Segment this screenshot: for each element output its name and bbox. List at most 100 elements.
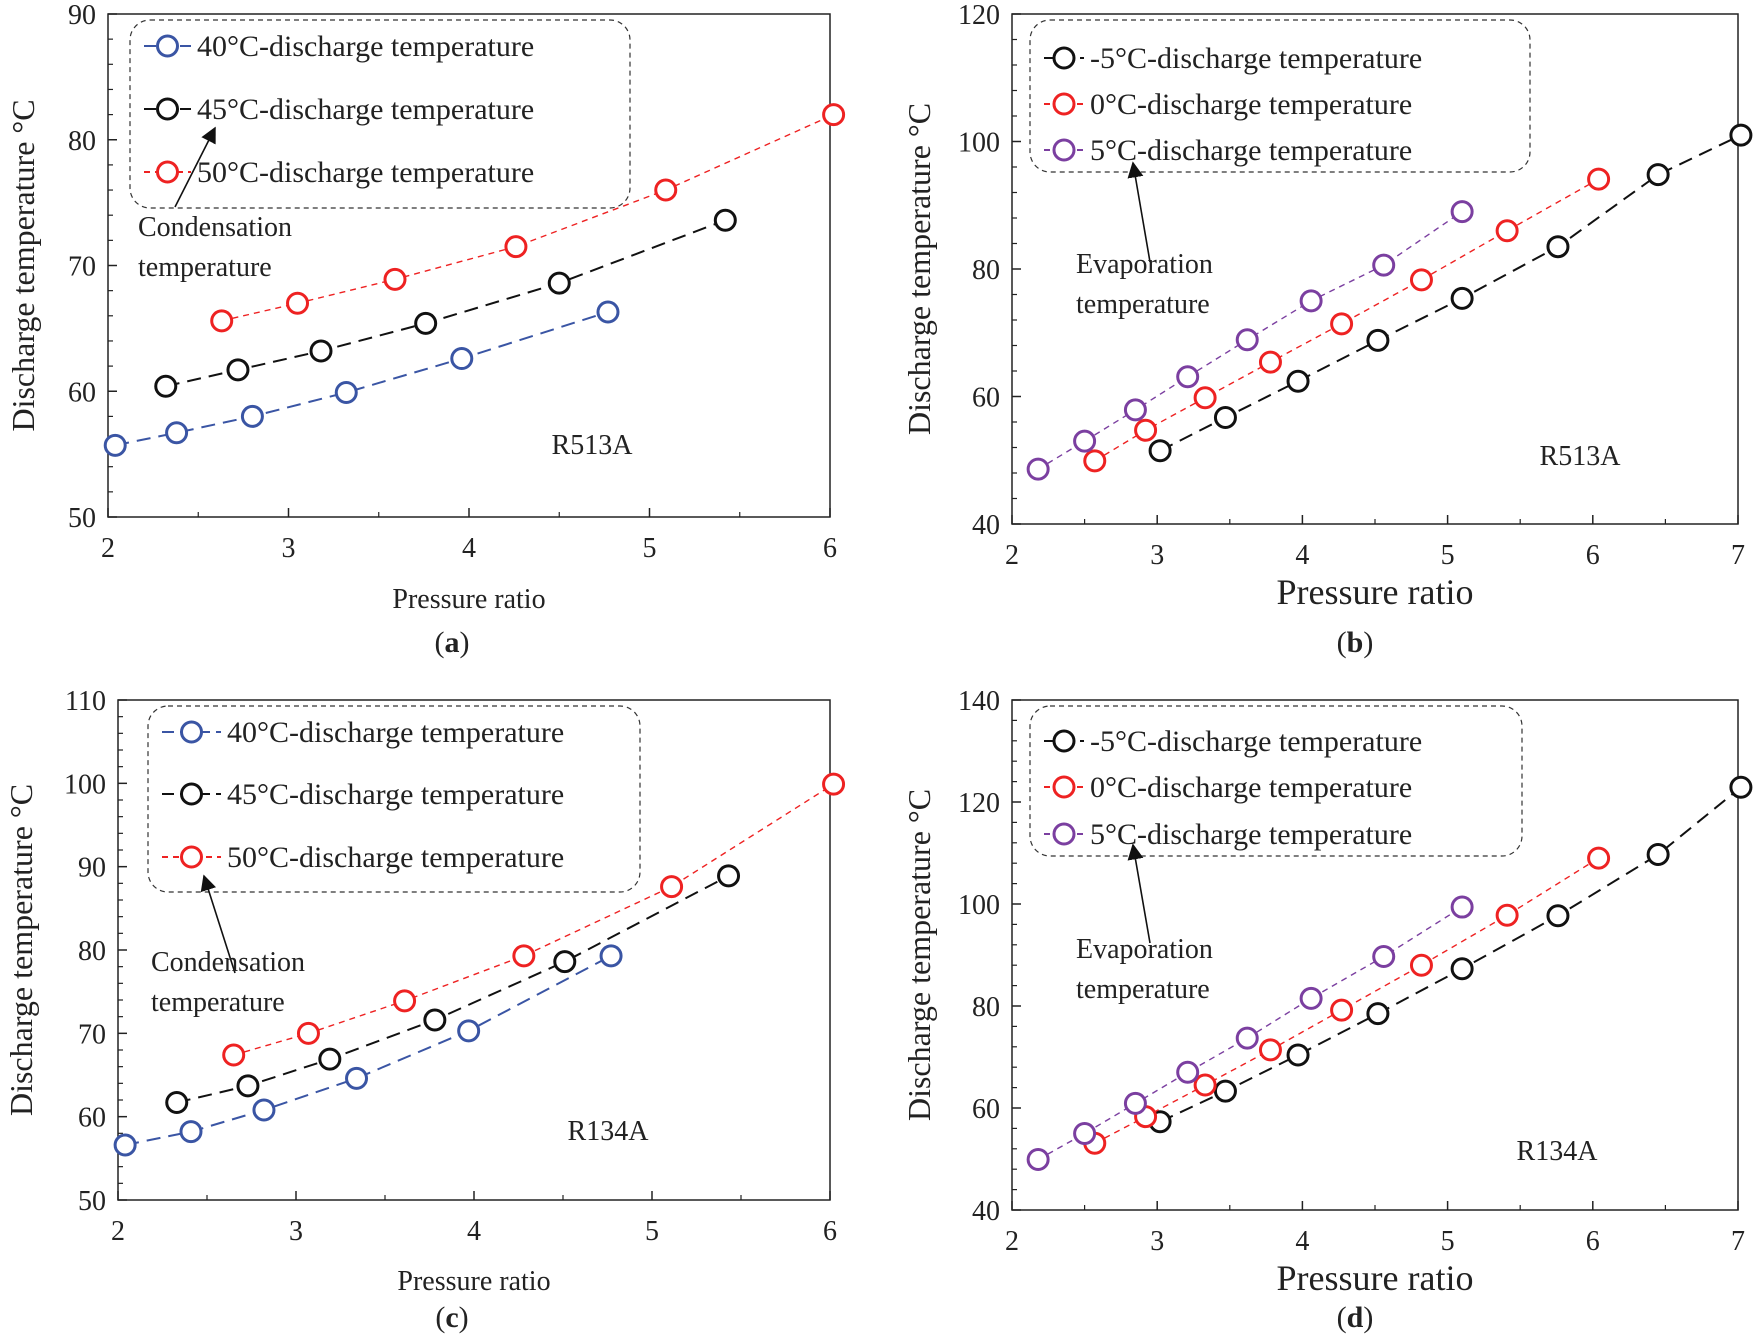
chart-panel-a: 2 3 4 5 6 50 60 70 80 90 Pressure ratio Discharge t… — [5, 0, 846, 659]
panel-label: (a) — [435, 626, 470, 659]
legend: -5°C-discharge temperature 0°C-discharge … — [1029, 705, 1523, 857]
data-point — [1213, 406, 1237, 430]
y-tick-label: 60 — [78, 1103, 106, 1134]
data-point — [1546, 235, 1570, 259]
panel-label: (d) — [1337, 1301, 1374, 1334]
y-tick-label: 80 — [68, 126, 96, 157]
legend-entry: 50°C-discharge temperature — [197, 156, 534, 189]
legend-box — [129, 19, 631, 209]
data-point — [1330, 312, 1354, 336]
series-line — [124, 954, 612, 1146]
legend: 40°C-discharge temperature 45°C-discharge… — [147, 705, 641, 893]
data-point — [1073, 1122, 1097, 1145]
data-point — [1286, 369, 1310, 393]
data-point — [457, 1019, 481, 1043]
data-point — [547, 271, 571, 295]
legend-box — [1029, 705, 1523, 857]
data-point — [1123, 1091, 1147, 1115]
y-axis-title: Discharge temperature °C — [901, 103, 937, 435]
data-point — [252, 1098, 276, 1122]
series-line — [1159, 134, 1742, 452]
x-tick-label: 6 — [1586, 1226, 1600, 1257]
legend-marker — [180, 845, 203, 869]
data-point — [1286, 1043, 1310, 1067]
chart-panel-b: 2 3 4 5 6 7 40 60 80 100 120 Pressure ratio Discharg… — [901, 0, 1753, 659]
y-tick-label: 110 — [65, 686, 106, 717]
legend-marker — [156, 160, 179, 184]
data-point — [1026, 1148, 1050, 1172]
data-point — [1587, 846, 1611, 870]
x-tick-label: 4 — [1295, 1226, 1309, 1257]
data-point — [1176, 1060, 1200, 1084]
series-line — [176, 874, 730, 1104]
data-point — [1366, 1002, 1390, 1026]
data-point — [1193, 386, 1217, 410]
y-tick-label: 70 — [78, 1019, 106, 1050]
y-axis-title: Discharge temperature °C — [3, 784, 39, 1116]
data-point — [240, 404, 264, 428]
x-tick-label: 2 — [101, 533, 115, 564]
data-point — [1193, 1073, 1217, 1097]
data-point — [286, 291, 310, 315]
y-tick-label: 80 — [972, 992, 1000, 1023]
data-point — [165, 1091, 189, 1114]
y-tick-label: 100 — [958, 128, 1000, 159]
data-point — [1258, 350, 1282, 374]
legend-entry: 5°C-discharge temperature — [1090, 134, 1412, 167]
panel-label: (c) — [435, 1301, 468, 1334]
x-tick-label: 4 — [1295, 540, 1309, 571]
refrigerant-label: R134A — [1517, 1136, 1599, 1167]
legend-marker — [1052, 775, 1076, 799]
legend-box — [1029, 19, 1531, 173]
data-point — [450, 347, 474, 371]
x-axis-title: Pressure ratio — [392, 584, 545, 615]
y-tick-label: 80 — [972, 255, 1000, 286]
x-tick-label: 5 — [643, 533, 657, 564]
x-tick-label: 3 — [282, 533, 296, 564]
data-point — [345, 1066, 369, 1090]
data-point — [596, 300, 620, 324]
legend-entry: 45°C-discharge temperature — [227, 778, 564, 811]
x-tick-label: 3 — [1150, 1226, 1164, 1257]
data-point — [414, 311, 438, 335]
data-point — [1646, 163, 1670, 187]
data-point — [1366, 328, 1390, 352]
y-tick-label: 140 — [958, 686, 1000, 717]
data-point — [318, 1047, 342, 1071]
x-tick-label: 3 — [289, 1216, 303, 1247]
annotation-text: Condensation — [138, 212, 292, 243]
data-point — [1372, 253, 1396, 277]
x-axis-title: Pressure ratio — [397, 1266, 550, 1297]
refrigerant-label: R513A — [552, 430, 634, 461]
y-tick-label: 40 — [972, 510, 1000, 541]
data-point — [210, 309, 234, 333]
data-point — [113, 1133, 137, 1157]
legend-entry: 40°C-discharge temperature — [227, 716, 564, 749]
y-tick-label: 50 — [68, 503, 96, 534]
y-tick-label: 90 — [68, 0, 96, 31]
chart-panel-c: 2 3 4 5 6 50 60 70 80 90 100 110 Pressure ratio Disch… — [3, 686, 846, 1334]
annotation-arrow — [174, 126, 216, 208]
data-point — [553, 950, 577, 974]
y-axis-title: Discharge temperature °C — [901, 789, 937, 1121]
data-point — [1176, 365, 1200, 389]
y-tick-label: 50 — [78, 1186, 106, 1217]
legend-marker — [180, 782, 203, 806]
data-point — [103, 433, 127, 457]
y-tick-label: 70 — [68, 252, 96, 283]
x-tick-label: 5 — [1441, 540, 1455, 571]
data-point — [334, 381, 358, 405]
annotation-text: Evaporation — [1076, 249, 1213, 280]
x-tick-label: 6 — [823, 533, 837, 564]
legend: 40°C-discharge temperature 45°C-discharge… — [129, 19, 631, 209]
data-point — [309, 339, 333, 363]
y-tick-label: 100 — [64, 769, 106, 800]
legend-entry: 50°C-discharge temperature — [227, 841, 564, 874]
y-tick-label: 80 — [78, 936, 106, 967]
legend-marker — [1052, 92, 1076, 116]
legend-marker — [1052, 822, 1076, 846]
x-tick-label: 6 — [823, 1216, 837, 1247]
data-point — [1258, 1038, 1282, 1062]
x-tick-label: 2 — [111, 1216, 125, 1247]
